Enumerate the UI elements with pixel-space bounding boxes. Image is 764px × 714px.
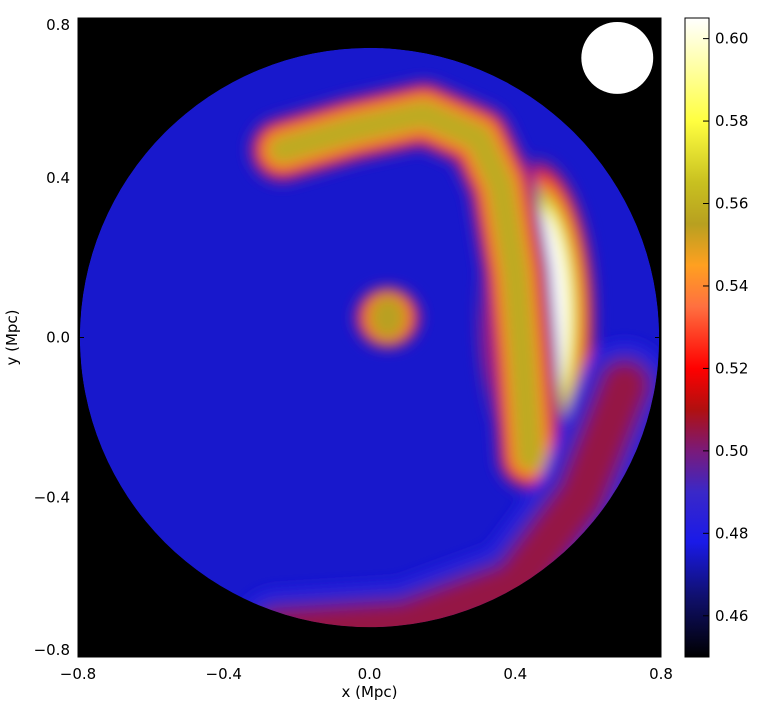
y-tick-label: 0.0 [46,329,70,347]
feature-small-blob [352,285,424,350]
feature-south-rim-band-6 [260,367,643,628]
y-tick-label: 0.8 [46,16,70,34]
colorbar: 0.46 0.48 0.50 0.52 0.54 0.56 0.58 0.60 [684,17,748,658]
y-tick-label: 0.4 [46,169,70,187]
y-axis-label: y (Mpc) [3,309,21,365]
x-tick-label: −0.4 [206,665,242,683]
colorbar-tick-label: 0.60 [715,30,748,48]
colorbar-tick-label: 0.52 [715,359,748,377]
feature-small-blob-band-6 [369,295,406,340]
colorbar-ticks: 0.46 0.48 0.50 0.52 0.54 0.56 0.58 0.60 [703,30,748,625]
y-tick-label: −0.8 [34,641,70,659]
y-axis-ticks: −0.8 −0.4 0.0 0.4 0.8 [34,16,661,659]
x-tick-label: 0.4 [503,665,527,683]
colorbar-tick-label: 0.48 [715,524,748,542]
heatmap-plot: −0.8 −0.4 0.0 0.4 0.8 −0.8 −0.4 0.0 0.4 0.8 x (M… [3,16,673,701]
heatmap-disk [79,47,660,628]
feature-south-rim [233,340,660,628]
x-tick-label: 0.8 [649,665,673,683]
colorbar-frame [684,17,710,658]
colorbar-tick-label: 0.54 [715,277,748,295]
colorbar-tick-label: 0.50 [715,442,748,460]
heatmap-features [233,78,660,628]
x-tick-label: 0.0 [358,665,382,683]
x-axis-ticks: −0.8 −0.4 0.0 0.4 0.8 [60,18,673,683]
colorbar-gradient [685,18,709,657]
x-axis-label: x (Mpc) [341,683,397,701]
colorbar-tick-label: 0.46 [715,607,748,625]
colorbar-tick-label: 0.58 [715,112,748,130]
colorbar-tick-label: 0.56 [715,195,748,213]
x-tick-label: −0.8 [60,665,96,683]
y-tick-label: −0.4 [34,488,70,506]
white-circle-marker [581,21,654,94]
feature-arc [247,78,565,493]
feature-arc-band-6 [268,100,544,472]
